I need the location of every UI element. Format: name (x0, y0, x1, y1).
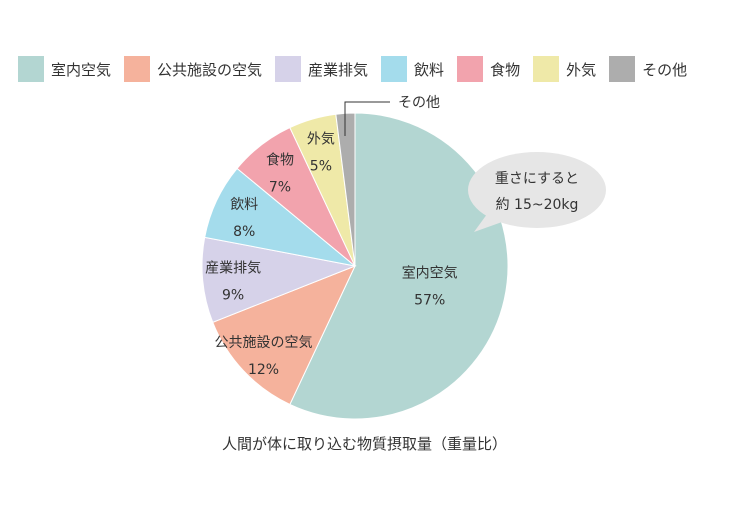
pie-slice (201, 236, 357, 323)
legend-label: 食物 (490, 60, 521, 79)
legend-item: その他 (609, 56, 687, 82)
legend-label: 産業排気 (308, 60, 369, 79)
pie-slice (289, 112, 509, 420)
legend-swatch (381, 56, 408, 82)
legend-label: 飲料 (414, 60, 445, 79)
legend-item: 飲料 (381, 56, 444, 82)
pie-slice (212, 265, 356, 406)
slice-label: 産業排気 (205, 261, 261, 277)
speech-bubble-line-2: 約 15~20kg (496, 197, 579, 213)
speech-bubble (468, 152, 606, 228)
legend-item: 外気 (533, 56, 596, 82)
slice-label: 室内空気 (402, 265, 458, 282)
legend-label: 室内空気 (51, 60, 112, 79)
legend-swatch (609, 56, 636, 82)
chart-title: 人間が体に取り込む物質摂取量（重量比） (221, 435, 507, 453)
slice-label: 飲料 (230, 197, 258, 213)
legend-swatch (457, 56, 484, 82)
legend-item: 公共施設の空気 (124, 56, 262, 82)
leader-line (344, 101, 390, 136)
slice-value-label: 9% (222, 288, 244, 304)
speech-bubble-line-1: 重さにすると (495, 171, 579, 187)
slice-value-label: 57% (414, 293, 445, 309)
slice-value-label: 8% (233, 224, 255, 240)
legend-label: 外気 (566, 60, 597, 79)
legend-item: 産業排気 (275, 56, 368, 82)
legend-item: 室内空気 (18, 56, 111, 82)
legend-swatch (275, 56, 302, 82)
slice-value-label: 7% (269, 179, 291, 195)
slice-label: 外気 (307, 132, 335, 148)
legend-label: その他 (642, 60, 688, 79)
legend-swatch (18, 56, 44, 82)
slice-value-label: 5% (310, 159, 332, 175)
slice-value-label: 12% (248, 362, 279, 378)
chart-legend: 室内空気 公共施設の空気 産業排気 飲料 食物 外気 その他 (18, 55, 718, 83)
legend-label: 公共施設の空気 (157, 60, 263, 79)
slice-label: 公共施設の空気 (215, 335, 313, 351)
legend-swatch (533, 56, 560, 82)
leader-label: その他 (398, 95, 440, 111)
legend-item: 食物 (457, 56, 520, 82)
legend-swatch (124, 56, 151, 82)
slice-label: 食物 (266, 151, 294, 168)
